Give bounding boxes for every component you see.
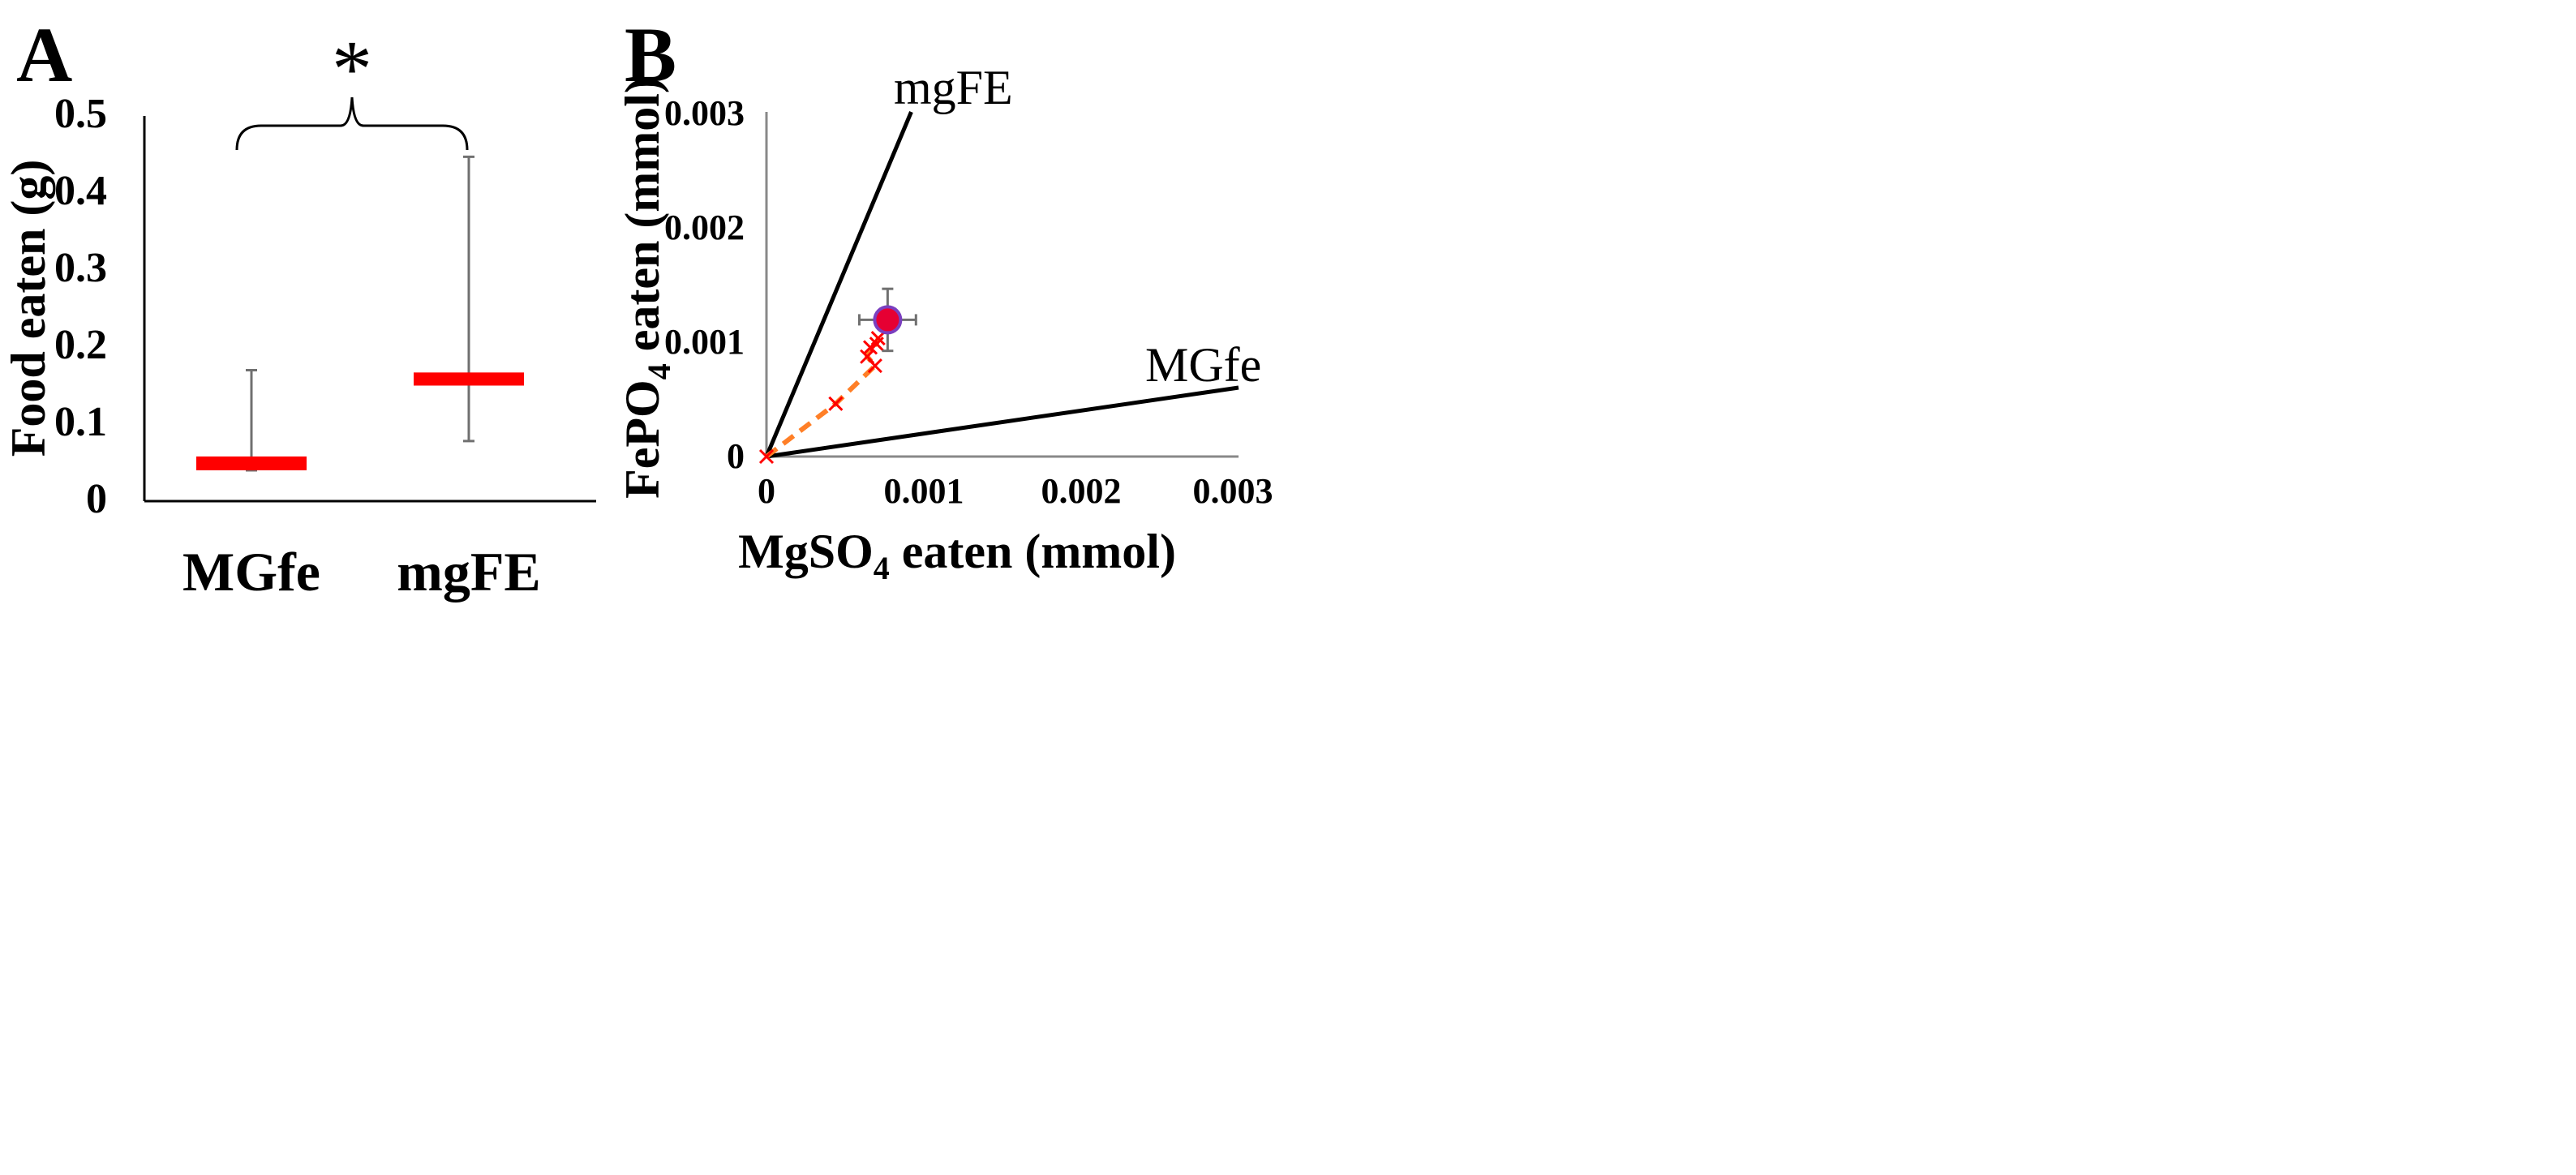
panel-a-y-tick-label: 0.1 <box>54 399 107 445</box>
panel-a-y-ticks: 0 0.1 0.2 0.3 0.4 0.5 <box>54 91 107 522</box>
trajectory-marker <box>867 358 882 374</box>
box-rect <box>196 456 307 470</box>
panel-b-x-tick-label: 0.001 <box>884 471 964 511</box>
panel-b-x-ticks: 0 0.001 0.002 0.003 <box>758 471 1273 511</box>
panel-b-x-tick-label: 0 <box>758 471 775 511</box>
panel-b-rail-label-mgfe: mgFE <box>894 61 1013 114</box>
panel-b-trajectory <box>758 331 886 465</box>
panel-a-boxes <box>196 155 524 472</box>
trajectory-marker-stroke <box>860 349 875 364</box>
panel-b-rail-label-mgfe-2: MGfe <box>1145 338 1261 392</box>
panel-b-y-tick-label: 0.003 <box>664 93 745 133</box>
panel-b-y-tick-label: 0 <box>727 436 745 476</box>
panel-b-x-tick-label: 0.002 <box>1041 471 1122 511</box>
panel-b: B 0 0.001 0.002 0.003 0 0.001 0.002 0.00… <box>616 11 1273 586</box>
panel-a-y-tick-label: 0 <box>86 476 107 522</box>
panel-b-mean-point <box>857 287 917 353</box>
rail-line <box>764 111 913 457</box>
panel-a-label: A <box>16 11 72 98</box>
panel-b-x-axis-title: MgSO4 eaten (mmol) <box>738 525 1176 586</box>
panel-a-significance-star: * <box>332 24 372 114</box>
panel-b-y-tick-label: 0.002 <box>664 208 745 247</box>
panel-a: A 0 0.1 0.2 0.3 0.4 0.5 Food eaten (g) M… <box>2 11 596 603</box>
panel-b-x-tick-label: 0.003 <box>1193 471 1273 511</box>
panel-b-y-tick-label: 0.001 <box>664 322 745 362</box>
panel-a-y-axis-title: Food eaten (g) <box>2 160 55 457</box>
panel-b-label: B <box>625 11 676 98</box>
trajectory-marker <box>828 396 844 411</box>
trajectory-marker <box>870 331 886 346</box>
panel-a-y-tick-label: 0.5 <box>54 91 107 137</box>
panel-b-y-axis-title: FePO4 eaten (mmol) <box>616 77 677 499</box>
panel-a-y-tick-label: 0.2 <box>54 322 107 368</box>
trajectory-marker-stroke <box>867 358 882 374</box>
panel-b-rails <box>764 111 1239 459</box>
panel-b-y-ticks: 0 0.001 0.002 0.003 <box>664 93 745 476</box>
box-rect <box>414 372 524 386</box>
mean-marker <box>873 305 903 335</box>
trajectory-marker-stroke <box>758 448 775 465</box>
panel-a-category-label: MGfe <box>182 541 320 603</box>
rail-line <box>766 385 1239 459</box>
panel-a-category-label: mgFE <box>397 541 541 603</box>
trajectory-marker-stroke <box>828 396 844 411</box>
trajectory-marker <box>758 448 775 465</box>
trajectory-line <box>765 337 881 459</box>
panel-a-significance-bracket <box>235 96 469 151</box>
panel-a-y-tick-label: 0.3 <box>54 245 107 291</box>
panel-a-y-tick-label: 0.4 <box>54 168 107 214</box>
trajectory-marker-stroke <box>870 331 886 346</box>
